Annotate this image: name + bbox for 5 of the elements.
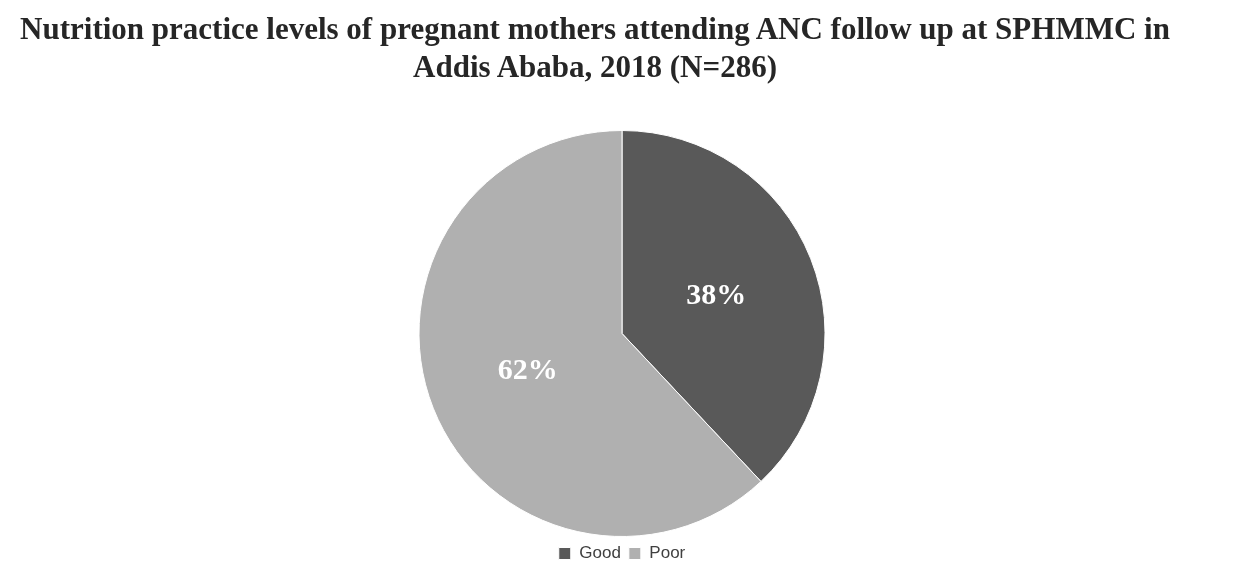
data-label: 38%: [686, 276, 747, 310]
chart-title: Nutrition practice levels of pregnant mothers attending ANC follow up at SPHMMC in Addis Ababa, 2018 (N=286): [20, 10, 1170, 86]
data-label: 62%: [497, 351, 558, 385]
legend-label: Poor: [649, 543, 686, 563]
legend-label: Good: [579, 543, 621, 563]
